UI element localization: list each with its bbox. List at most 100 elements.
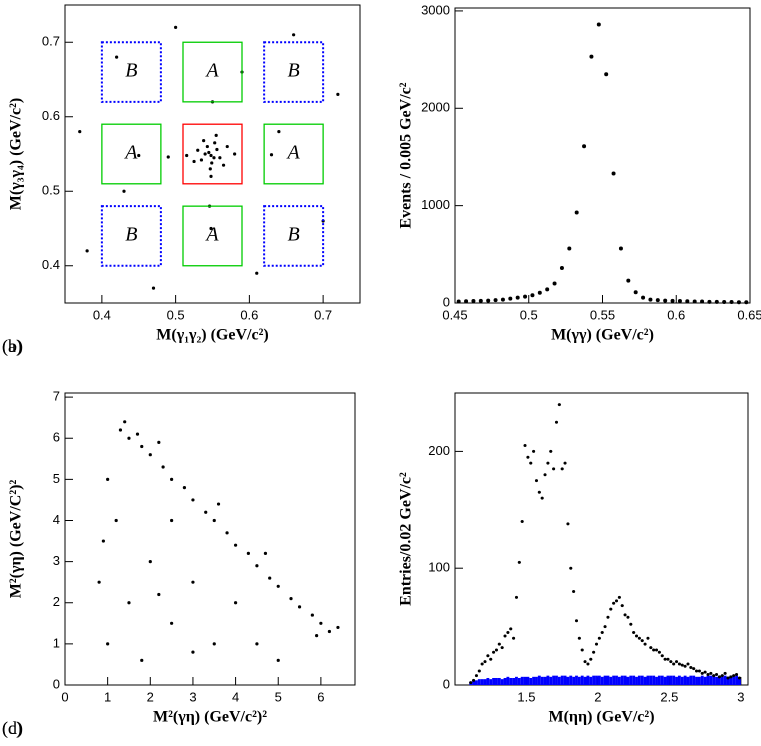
region-label: B bbox=[288, 224, 300, 246]
background-bar bbox=[515, 676, 518, 685]
y-tick-label: 0.7 bbox=[42, 34, 60, 49]
point bbox=[744, 300, 749, 305]
background-bar bbox=[655, 676, 658, 685]
point bbox=[675, 660, 679, 664]
panel: 0.4 0.5 0.6 0.7 0.4 0.5 0.6 0.7 M(γ₁γ₂) (GeV/c²)… bbox=[2, 4, 361, 357]
point bbox=[592, 650, 596, 654]
background-bar bbox=[697, 676, 701, 685]
x-axis-label: M(γγ) (GeV/c²) bbox=[551, 327, 654, 344]
point bbox=[218, 156, 222, 160]
point bbox=[336, 92, 340, 96]
point bbox=[204, 510, 208, 514]
point bbox=[97, 580, 101, 584]
background-bar bbox=[706, 675, 710, 685]
point bbox=[209, 226, 213, 231]
point bbox=[207, 150, 211, 155]
y-tick-label: 2 bbox=[53, 594, 60, 609]
region-box bbox=[100, 41, 162, 103]
background-bar bbox=[583, 676, 587, 685]
x-tick-label: 0 bbox=[61, 689, 68, 704]
point bbox=[489, 657, 493, 661]
point bbox=[310, 613, 314, 617]
y-tick-label: 0 bbox=[443, 676, 450, 691]
background-bar bbox=[620, 675, 624, 685]
point bbox=[672, 662, 676, 666]
point bbox=[191, 650, 195, 654]
background-bar bbox=[732, 676, 736, 685]
point bbox=[106, 477, 110, 481]
background-bar bbox=[517, 677, 521, 685]
point bbox=[626, 615, 630, 619]
background-bar bbox=[735, 675, 738, 685]
point bbox=[646, 636, 650, 640]
point bbox=[618, 246, 623, 251]
point bbox=[629, 622, 633, 626]
point bbox=[523, 444, 527, 448]
point bbox=[546, 461, 550, 465]
point bbox=[700, 671, 704, 675]
point bbox=[170, 518, 174, 523]
point bbox=[649, 646, 653, 650]
point bbox=[336, 625, 340, 630]
background-bar bbox=[537, 675, 541, 685]
background-bar bbox=[615, 675, 618, 685]
point bbox=[657, 650, 661, 654]
background-bar bbox=[632, 675, 636, 685]
background-bar bbox=[709, 675, 713, 685]
point bbox=[554, 420, 558, 424]
background-bar bbox=[675, 676, 678, 685]
x-tick-label: 4 bbox=[232, 689, 239, 704]
background-bar bbox=[712, 675, 716, 685]
y-tick-label: 1000 bbox=[421, 197, 450, 212]
x-tick-label: 0.6 bbox=[667, 307, 685, 322]
x-tick-label: 0.7 bbox=[314, 307, 332, 322]
plot-frame bbox=[64, 4, 361, 304]
point bbox=[692, 667, 696, 671]
background-bar bbox=[589, 676, 593, 685]
point bbox=[101, 539, 105, 543]
point bbox=[697, 669, 701, 673]
background-bar bbox=[555, 675, 558, 685]
point bbox=[135, 432, 140, 436]
x-tick-label: 2 bbox=[594, 689, 601, 704]
point bbox=[315, 634, 319, 638]
y-tick-label: 100 bbox=[428, 560, 450, 575]
y-tick-label: 3000 bbox=[421, 2, 450, 17]
y-axis-label: Entries/0.02 GeV/c² bbox=[398, 472, 415, 606]
x-tick-label: 2 bbox=[147, 689, 154, 704]
point bbox=[637, 636, 641, 640]
point bbox=[233, 152, 237, 156]
point bbox=[680, 663, 684, 667]
y-axis-label: Events / 0.005 GeV/c² bbox=[398, 82, 415, 228]
point bbox=[483, 660, 487, 664]
x-tick-label: 3 bbox=[189, 689, 196, 704]
background-bar bbox=[726, 676, 730, 685]
point bbox=[715, 672, 719, 676]
point bbox=[497, 642, 501, 646]
background-bar bbox=[677, 675, 681, 685]
background-bar bbox=[523, 676, 527, 685]
y-tick-label: 4 bbox=[53, 512, 60, 527]
background-bar bbox=[700, 675, 704, 685]
x-axis-label: M(γ₁γ₂) (GeV/c²) bbox=[156, 327, 268, 344]
point bbox=[620, 604, 624, 608]
point bbox=[106, 642, 110, 646]
point bbox=[663, 657, 667, 661]
point bbox=[703, 670, 707, 674]
background-bar bbox=[483, 679, 487, 685]
background-bar bbox=[623, 675, 627, 685]
point bbox=[137, 153, 141, 158]
point bbox=[589, 54, 594, 59]
background-bar bbox=[703, 676, 707, 685]
point bbox=[597, 636, 601, 640]
point bbox=[609, 607, 613, 611]
point bbox=[635, 634, 639, 638]
x-axis-label: M(ηη) (GeV/c²) bbox=[548, 709, 654, 726]
point bbox=[297, 605, 302, 609]
point bbox=[559, 265, 564, 270]
point bbox=[523, 294, 528, 299]
point bbox=[480, 662, 484, 666]
background-bar bbox=[692, 675, 696, 685]
point bbox=[292, 33, 296, 37]
